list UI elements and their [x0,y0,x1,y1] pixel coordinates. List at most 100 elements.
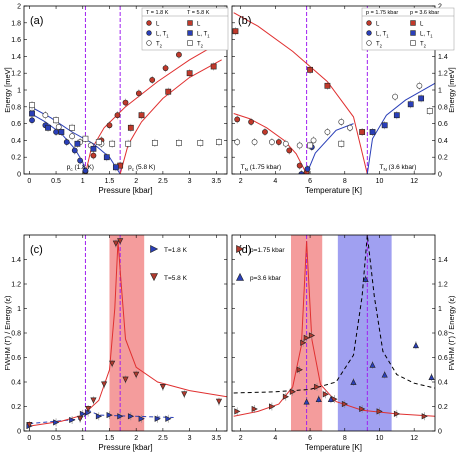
x-tick-label: 3.5 [211,435,221,442]
data-point [122,376,129,383]
data-point [69,124,75,131]
data-point [95,413,103,420]
y-tick-label: 0 [17,172,21,179]
x-tick-label: 0 [27,178,31,185]
data-point [101,381,108,388]
legend-label: L [376,22,380,28]
legend-label: L, T1 [156,32,169,39]
data-point [426,108,433,114]
data-point [85,406,92,413]
legend-label: T2 [197,42,204,49]
legend-marker [410,20,416,26]
data-point [151,140,158,146]
legend-marker [410,40,416,46]
legend-label: T2 [376,42,383,49]
data-point [234,116,241,123]
data-point [135,90,142,97]
data-point [138,415,145,422]
x-tick-label: 4 [273,435,277,442]
x-tick-label: 8 [343,178,347,185]
data-point [77,415,84,423]
x-axis-label: Temperature [K] [305,443,362,452]
data-point [125,140,132,147]
y-tick-label: 0.6 [11,355,21,362]
x-tick-label: 0 [27,435,31,442]
legend-header: T = 1.8 K [146,10,169,16]
data-point [392,93,398,100]
annotation: pc (5.8 K) [128,164,155,172]
x-tick-label: 1 [81,178,85,185]
y-tick-label: 0 [17,429,21,436]
data-point [347,124,353,131]
y-tick-label: 1.4 [438,54,448,61]
panel-label: (c) [30,244,43,256]
data-point [109,360,116,367]
data-point [216,139,222,145]
y-tick-label: 0.2 [438,404,448,411]
data-point [162,65,169,72]
legend-header: p = 1.75 kbar [366,10,398,16]
y-tick-label: 0.2 [438,155,448,162]
y-tick-label: 1.4 [438,257,448,264]
legend-marker [366,20,372,26]
legend-marker [150,245,159,253]
data-point [369,129,376,135]
data-point [393,112,400,119]
legend-header: T = 5.8 K [187,10,210,16]
data-point [304,166,311,172]
legend-marker [187,30,193,36]
fit-curve [119,59,222,174]
y-tick-label: 1.2 [11,71,21,78]
legend-label: p=3.6 kbar [250,275,282,282]
x-axis-label: Temperature [K] [305,186,362,195]
y-tick-label: 2 [438,4,442,11]
data-point [251,139,258,145]
data-point [186,70,193,77]
data-point [117,413,124,420]
data-point [112,240,119,247]
data-point [350,378,357,385]
x-tick-label: 8 [343,435,347,442]
data-point [322,391,329,398]
data-point [154,415,161,422]
data-point [138,112,145,119]
legend-label: L [156,22,160,28]
data-point [55,124,62,130]
panel-4: 2 4 6 8 10 12 0 0.2 0.4 0.6 0.8 1 1.2 1.4 Temperature … [231,234,456,452]
y-tick-label: 1.2 [11,282,21,289]
data-point [133,371,140,378]
legend-label: T2 [156,42,163,49]
shaded-region [337,235,392,431]
panel-label: (d) [238,244,251,256]
data-point [296,366,303,373]
x-tick-label: 12 [410,435,418,442]
y-tick-label: 1.4 [11,54,21,61]
data-point [149,77,156,83]
legend-label: L, T1 [376,32,389,39]
legend-marker [187,40,193,46]
data-point [269,139,275,145]
data-point [127,413,135,420]
legend-marker [146,40,152,46]
data-point [300,339,307,346]
data-point [58,129,65,135]
data-point [307,66,313,73]
y-tick-label: 0.8 [438,104,448,111]
data-point [53,117,59,124]
y-tick-label: 0.8 [438,331,448,338]
data-point [412,341,419,349]
data-point [69,416,76,424]
plot-area [26,235,227,431]
data-point [74,140,81,147]
x-tick-label: 1.5 [105,178,115,185]
x-tick-label: 6 [308,435,312,442]
data-point [69,133,75,140]
data-point [407,101,414,108]
data-point [303,398,310,405]
x-tick-label: 2.5 [158,178,168,185]
legend-label: p=1.75 kbar [250,247,285,254]
data-point [82,167,89,174]
y-tick-label: 0.4 [438,380,448,387]
data-point [324,82,331,89]
